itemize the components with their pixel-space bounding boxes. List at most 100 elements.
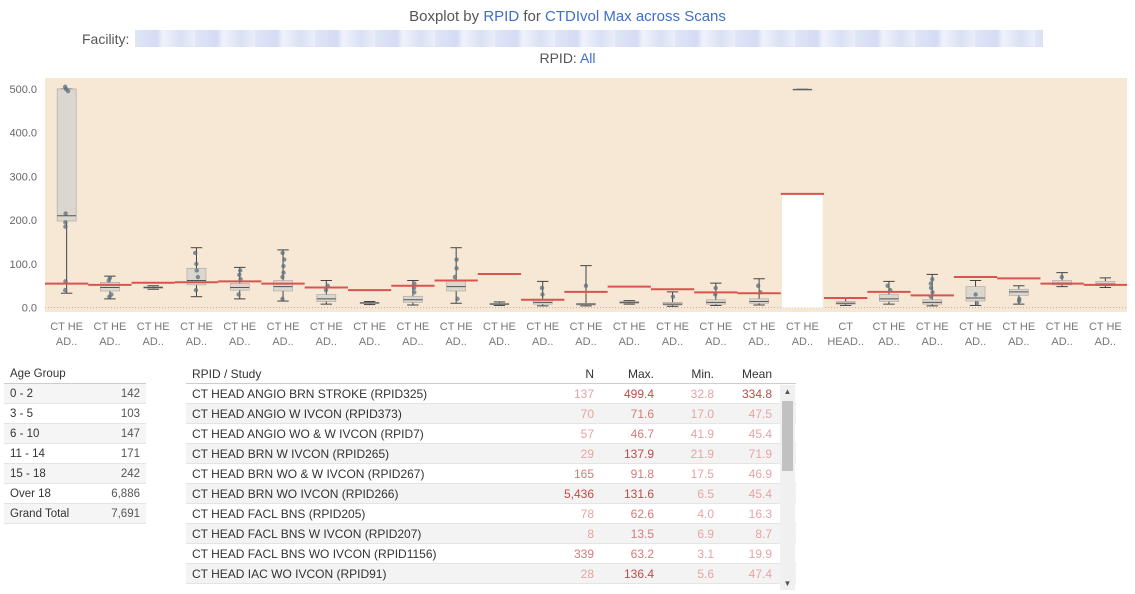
scroll-up-icon[interactable]: ▲: [780, 387, 795, 396]
age-table-row: 6 - 10 147: [4, 424, 146, 444]
study-table: RPID / Study N Max. Min. Mean CT HEAD AN…: [186, 364, 796, 590]
outlier-point: [975, 301, 979, 305]
study-table-row[interactable]: CT HEAD ANGIO BRN STROKE (RPID325) 137 499…: [186, 384, 796, 404]
x-tick-label-line1: CT HE: [959, 321, 992, 333]
boxplot-chart: 0.0100.0200.0300.0400.0500.0CT HEAD..CT …: [0, 74, 1135, 359]
title-measure-link[interactable]: CTDIvol Max across Scans: [545, 8, 726, 25]
study-mean-cell: 19.9: [714, 544, 774, 563]
age-count-cell: 103: [121, 404, 140, 423]
x-tick-label-line1: CT HE: [570, 321, 603, 333]
y-tick-label: 0.0: [22, 303, 37, 315]
header-rpid-study[interactable]: RPID / Study: [186, 364, 526, 383]
outlier-point: [63, 225, 67, 229]
study-name-cell: CT HEAD IAC WO IVCON (RPID91): [186, 564, 526, 583]
study-table-row[interactable]: CT HEAD ANGIO W IVCON (RPID373) 70 71.6 17.…: [186, 404, 796, 424]
x-tick-label-line1: CT HE: [1046, 321, 1079, 333]
study-name-cell: CT HEAD FACL BNS W IVCON (RPID207): [186, 524, 526, 543]
study-table-row[interactable]: CT HEAD BRN W IVCON (RPID265) 29 137.9 21.9…: [186, 444, 796, 464]
study-table-scrollbar[interactable]: ▲ ▼: [780, 385, 795, 590]
study-table-row[interactable]: CT HEAD ANGIO WO & W IVCON (RPID7) 57 46.7…: [186, 424, 796, 444]
study-name-cell: CT HEAD BRN WO IVCON (RPID266): [186, 484, 526, 503]
x-tick-label-line2: AD..: [1095, 336, 1116, 348]
x-tick-label-line1: CT HE: [310, 321, 343, 333]
study-table-row[interactable]: CT HEAD FACL BNS W IVCON (RPID207) 8 13.5 6…: [186, 524, 796, 544]
outlier-point: [280, 297, 284, 301]
title-dimension-link[interactable]: RPID: [483, 8, 519, 25]
x-tick-label-line2: AD..: [316, 336, 337, 348]
x-tick-label-line2: AD..: [272, 336, 293, 348]
y-tick-label: 200.0: [9, 215, 37, 227]
x-tick-label-line2: AD..: [662, 336, 683, 348]
x-tick-label-line1: CT: [838, 321, 853, 333]
study-table-header: RPID / Study N Max. Min. Mean: [186, 364, 796, 384]
study-mean-cell: 16.3: [714, 504, 774, 523]
title-prefix: Boxplot by: [409, 8, 483, 25]
y-tick-label: 400.0: [9, 128, 37, 140]
age-table-row: Grand Total 7,691: [4, 504, 146, 524]
scrollbar-thumb[interactable]: [782, 401, 793, 471]
outlier-point: [973, 292, 977, 296]
study-name-cell: CT HEAD BRN WO & W IVCON (RPID267): [186, 464, 526, 483]
facility-value-redacted[interactable]: [135, 30, 1043, 47]
header-max[interactable]: Max.: [594, 364, 654, 383]
outlier-point: [63, 288, 67, 292]
study-name-cell: CT HEAD ANGIO W IVCON (RPID373): [186, 404, 526, 423]
x-tick-label-line2: AD..: [748, 336, 769, 348]
outlier-point: [584, 284, 588, 288]
age-count-cell: 242: [121, 464, 140, 483]
outlier-point: [455, 297, 459, 301]
age-group-cell: 0 - 2: [10, 384, 33, 403]
x-tick-label-line1: CT HE: [353, 321, 386, 333]
x-tick-label-line1: CT HE: [223, 321, 256, 333]
outlier-point: [929, 286, 933, 290]
study-max-cell: 63.2: [594, 544, 654, 563]
outlier-point: [108, 276, 112, 280]
study-min-cell: 6.9: [654, 524, 714, 543]
outlier-point: [454, 266, 458, 270]
age-count-cell: 147: [121, 424, 140, 443]
study-min-cell: 4.0: [654, 504, 714, 523]
x-tick-label-line2: AD..: [142, 336, 163, 348]
header-mean[interactable]: Mean: [714, 364, 774, 383]
outlier-point: [671, 294, 675, 298]
outlier-point: [412, 290, 416, 294]
outlier-point: [194, 262, 198, 266]
study-name-cell: CT HEAD ANGIO WO & W IVCON (RPID7): [186, 424, 526, 443]
study-min-cell: 5.6: [654, 564, 714, 583]
study-max-cell: 62.6: [594, 504, 654, 523]
age-group-cell: Grand Total: [10, 504, 69, 523]
study-name-cell: CT HEAD FACL BNS (RPID205): [186, 504, 526, 523]
study-table-row[interactable]: CT HEAD BRN WO & W IVCON (RPID267) 165 91.…: [186, 464, 796, 484]
study-n-cell: 137: [526, 384, 594, 403]
x-tick-label-line2: AD..: [792, 336, 813, 348]
outlier-point: [885, 284, 889, 288]
age-count-cell: 7,691: [111, 504, 140, 523]
x-tick-label-line1: CT HE: [50, 321, 83, 333]
study-table-row[interactable]: CT HEAD IAC WO IVCON (RPID91) 28 136.4 5.6 4…: [186, 564, 796, 584]
study-min-cell: 6.5: [654, 484, 714, 503]
x-tick-label-line1: CT HE: [1002, 321, 1035, 333]
x-tick-label-line1: CT HE: [267, 321, 300, 333]
x-tick-label-line1: CT HE: [613, 321, 646, 333]
study-max-cell: 71.6: [594, 404, 654, 423]
scroll-down-icon[interactable]: ▼: [780, 579, 795, 588]
study-table-row[interactable]: CT HEAD FACL BNS WO IVCON (RPID1156) 339 6…: [186, 544, 796, 564]
x-tick-label-line2: AD..: [575, 336, 596, 348]
outlier-point: [281, 270, 285, 274]
rpid-value-link[interactable]: All: [580, 50, 596, 66]
x-tick-label-line2: AD..: [186, 336, 207, 348]
study-mean-cell: 8.7: [714, 524, 774, 543]
outlier-point: [237, 273, 241, 277]
facility-filter: Facility:: [82, 30, 1043, 47]
x-tick-label-line1: CT HE: [137, 321, 170, 333]
age-table-row: 15 - 18 242: [4, 464, 146, 484]
study-n-cell: 165: [526, 464, 594, 483]
header-min[interactable]: Min.: [654, 364, 714, 383]
study-n-cell: 339: [526, 544, 594, 563]
age-table-body: 0 - 2 142 3 - 5 103 6 - 10 147 11 - 14 171 15 - …: [4, 384, 146, 524]
study-table-row[interactable]: CT HEAD FACL BNS (RPID205) 78 62.6 4.0 16.3: [186, 504, 796, 524]
white-range-box: [782, 194, 823, 308]
x-tick-label-line2: AD..: [922, 336, 943, 348]
header-n[interactable]: N: [526, 364, 594, 383]
study-table-row[interactable]: CT HEAD BRN WO IVCON (RPID266) 5,436 131.6…: [186, 484, 796, 504]
